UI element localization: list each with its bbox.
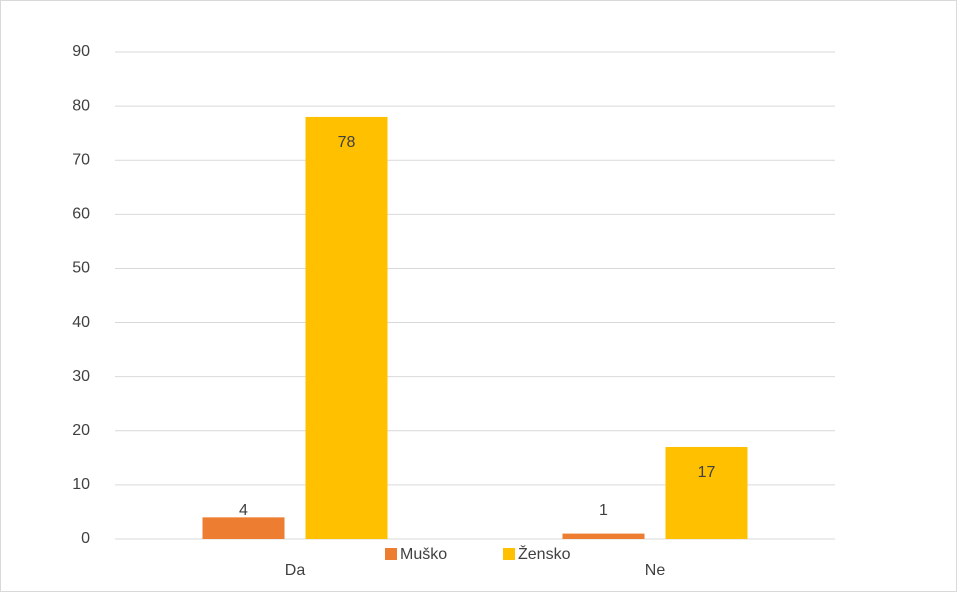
- bar: [562, 533, 645, 539]
- y-tick-label: 70: [72, 151, 90, 168]
- x-tick-label: Ne: [645, 562, 666, 579]
- y-tick-label: 80: [72, 97, 90, 114]
- data-label: 1: [599, 502, 608, 519]
- data-label: 17: [698, 464, 716, 481]
- x-tick-label: Da: [285, 562, 306, 579]
- y-tick-label: 90: [72, 43, 90, 60]
- legend-swatch: [385, 548, 397, 560]
- y-tick-label: 30: [72, 368, 90, 385]
- y-tick-label: 40: [72, 314, 90, 331]
- data-label: 4: [239, 502, 248, 519]
- bar: [305, 116, 388, 539]
- legend-label: Žensko: [518, 544, 571, 563]
- bar: [665, 447, 748, 539]
- legend-label: Muško: [400, 546, 447, 563]
- legend-swatch: [503, 548, 515, 560]
- y-tick-label: 0: [81, 530, 90, 547]
- y-tick-label: 50: [72, 260, 90, 277]
- y-tick-label: 20: [72, 422, 90, 439]
- y-tick-label: 10: [72, 476, 90, 493]
- bar: [202, 517, 285, 539]
- data-label: 78: [338, 134, 356, 151]
- y-tick-label: 60: [72, 206, 90, 223]
